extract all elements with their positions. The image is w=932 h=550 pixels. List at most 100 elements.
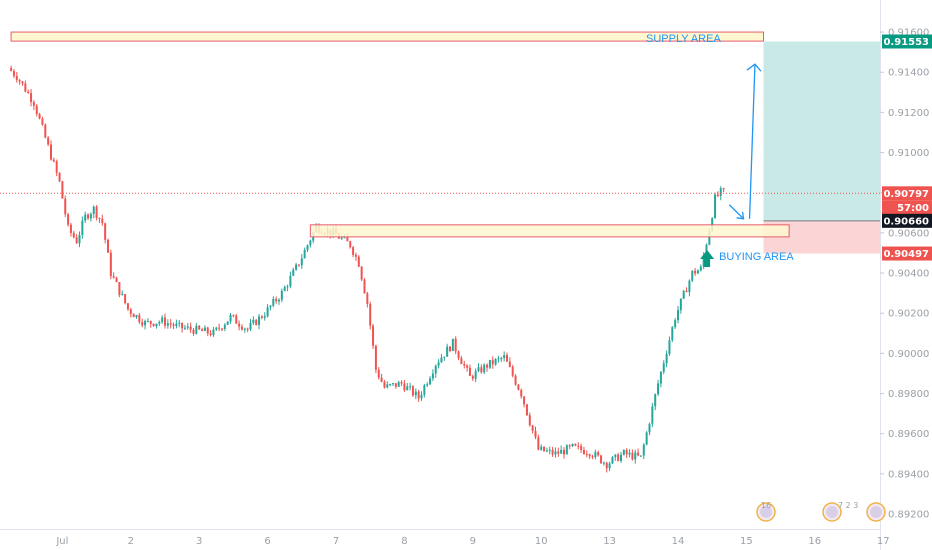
candle-body bbox=[486, 364, 489, 368]
candle-body bbox=[292, 269, 295, 276]
candle-body bbox=[107, 239, 109, 253]
candle-body bbox=[138, 315, 141, 323]
candle-body bbox=[155, 323, 158, 326]
candle-body bbox=[41, 118, 44, 125]
candle-body bbox=[417, 391, 420, 399]
flag-inner-icon bbox=[826, 506, 838, 518]
candle-body bbox=[694, 270, 697, 274]
candle-body bbox=[340, 237, 343, 239]
candle-body bbox=[594, 452, 597, 458]
candle-body bbox=[426, 384, 429, 386]
candle-body bbox=[602, 462, 605, 464]
candle-body bbox=[503, 355, 506, 359]
candle-body bbox=[366, 293, 369, 304]
candles-layer bbox=[10, 65, 725, 473]
candle-body bbox=[144, 321, 147, 326]
candle-body bbox=[255, 319, 258, 325]
candle-body bbox=[696, 270, 699, 274]
candle-body bbox=[702, 255, 705, 267]
candle-body bbox=[175, 323, 178, 326]
candle-body bbox=[218, 327, 221, 329]
candle-body bbox=[400, 382, 403, 384]
candle-body bbox=[560, 449, 563, 454]
candle-body bbox=[126, 303, 129, 310]
candle-body bbox=[78, 234, 81, 244]
take-profit-zone[interactable] bbox=[763, 41, 881, 221]
candle-body bbox=[92, 206, 95, 215]
candle-body bbox=[10, 68, 13, 71]
buying-zone[interactable] bbox=[309, 224, 790, 238]
candle-body bbox=[648, 423, 651, 433]
candle-body bbox=[132, 313, 135, 318]
candle-body bbox=[468, 367, 471, 376]
candle-body bbox=[494, 359, 497, 365]
candle-body bbox=[611, 457, 614, 464]
candle-body bbox=[38, 114, 41, 119]
candle-body bbox=[657, 383, 660, 395]
zones-layer bbox=[10, 31, 881, 254]
candle-body bbox=[87, 214, 90, 219]
candle-body bbox=[500, 358, 503, 360]
candle-body bbox=[377, 369, 380, 378]
candle-body bbox=[525, 404, 528, 416]
candle-body bbox=[183, 327, 186, 329]
candle-body bbox=[662, 363, 665, 372]
candle-body bbox=[352, 247, 355, 255]
candle-body bbox=[50, 144, 52, 160]
candle-body bbox=[269, 305, 272, 308]
candle-body bbox=[705, 244, 708, 256]
time-scale[interactable]: Jul 2 3 6 7 8 9 10 13 14 15 16 17 bbox=[55, 536, 889, 547]
price-label-box bbox=[882, 200, 932, 215]
candle-body bbox=[514, 375, 517, 385]
candle-body bbox=[47, 137, 50, 145]
candle-body bbox=[58, 172, 61, 182]
candle-body bbox=[161, 317, 164, 323]
candle-body bbox=[109, 252, 112, 277]
candle-body bbox=[263, 316, 266, 318]
candle-body bbox=[280, 290, 283, 300]
candle-body bbox=[548, 449, 551, 451]
candle-body bbox=[27, 91, 30, 94]
candle-body bbox=[665, 353, 668, 364]
candle-body bbox=[523, 396, 526, 405]
candle-body bbox=[164, 317, 166, 326]
candle-body bbox=[620, 454, 622, 461]
candle-body bbox=[201, 329, 204, 332]
candle-body bbox=[394, 383, 397, 387]
candle-body bbox=[52, 159, 55, 162]
time-tick-label: 7 bbox=[333, 536, 339, 547]
candle-body bbox=[235, 315, 238, 324]
event-markers[interactable]: 16 7 2 3 bbox=[756, 501, 886, 522]
candle-body bbox=[178, 322, 181, 324]
projection-arrow-up[interactable] bbox=[748, 64, 756, 219]
price-label-text: 0.90797 bbox=[883, 189, 929, 200]
candle-body bbox=[443, 356, 446, 358]
candle-body bbox=[303, 249, 306, 259]
candle-body bbox=[563, 449, 565, 455]
price-label-box bbox=[882, 213, 932, 228]
candle-body bbox=[677, 310, 679, 321]
candle-body bbox=[360, 266, 363, 280]
candle-body bbox=[543, 446, 546, 452]
candle-body bbox=[169, 323, 172, 325]
candle-body bbox=[531, 425, 534, 431]
candle-body bbox=[101, 218, 104, 224]
supply-zone[interactable] bbox=[10, 31, 765, 42]
candle-body bbox=[249, 323, 252, 330]
candle-body bbox=[389, 384, 392, 386]
candle-body bbox=[98, 217, 101, 219]
candle-body bbox=[243, 328, 246, 330]
price-tick-label: 0.89400 bbox=[888, 469, 929, 480]
candle-body bbox=[64, 198, 67, 215]
candle-body bbox=[651, 406, 654, 424]
time-tick-label: 3 bbox=[196, 536, 202, 547]
candle-body bbox=[557, 451, 560, 454]
candle-body bbox=[605, 462, 608, 469]
projection-arrow-down[interactable] bbox=[728, 204, 745, 220]
candle-body bbox=[30, 93, 33, 103]
candle-body bbox=[149, 320, 152, 324]
time-tick-label: 16 bbox=[808, 536, 821, 547]
candle-body bbox=[637, 452, 640, 456]
candle-body bbox=[474, 371, 477, 379]
